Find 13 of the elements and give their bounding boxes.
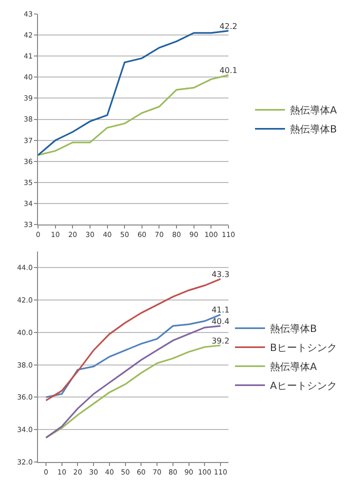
legend-label: Aヒートシンク [270,381,337,392]
data-label: 43.3 [212,270,230,279]
legend-label: 熱伝導体B [270,323,317,336]
data-label: 40.1 [220,66,238,76]
legend-label: 熱伝導体B [290,124,337,136]
legend-label: 熱伝導体A [270,361,317,374]
legend-label: Bヒートシンク [270,343,337,354]
data-label: 40.4 [212,316,230,326]
legend-label: 熱伝導体A [290,104,337,117]
data-label: 39.2 [212,336,230,346]
line-series [38,74,228,156]
data-label: 42.2 [220,22,238,31]
data-label: 41.1 [212,306,230,315]
